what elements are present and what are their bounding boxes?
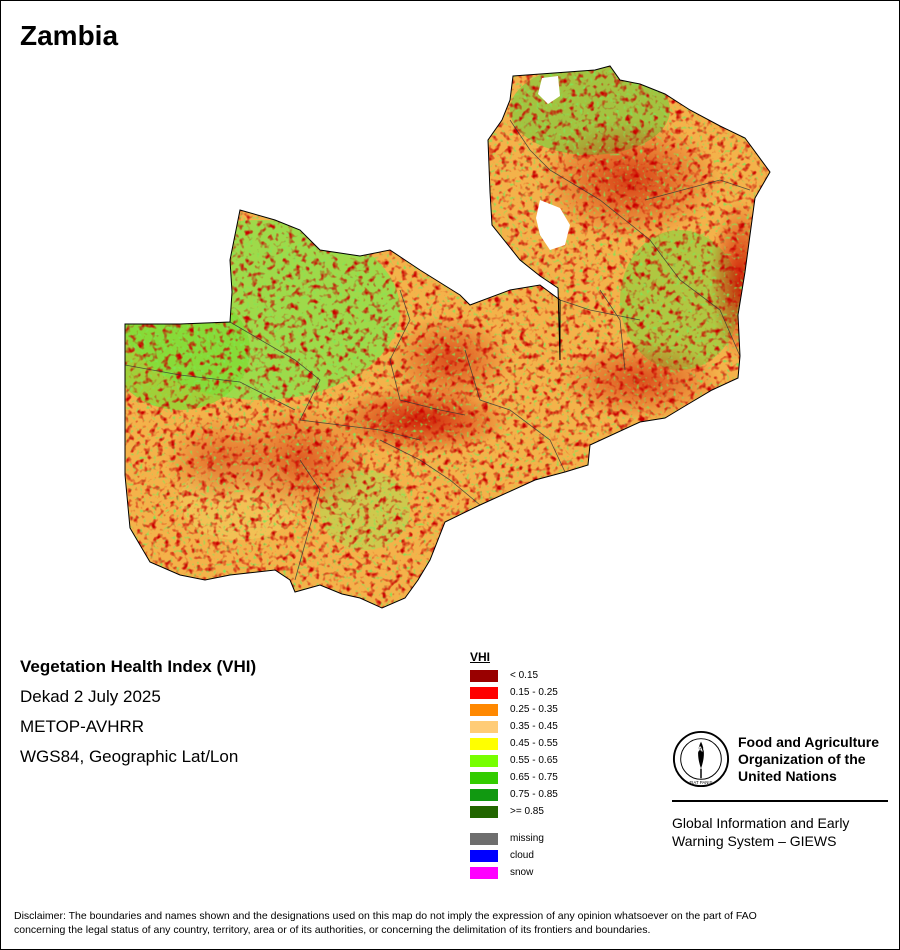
legend-special-swatch [470,849,498,862]
legend-class-label: 0.15 - 0.25 [510,687,558,698]
legend-class-label: < 0.15 [510,670,539,681]
legend-class-row: 0.15 - 0.25 [470,684,558,701]
disclaimer-line2: concerning the legal status of any count… [14,924,651,936]
legend-class-swatch [470,754,498,767]
fao-name: Food and Agriculture Organization of the… [738,734,879,785]
fao-branding: FAO FIAT PANIS Food and Agriculture Orga… [672,730,888,850]
fao-logo-icon: FAO FIAT PANIS [672,730,730,788]
disclaimer: Disclaimer: The boundaries and names sho… [14,909,889,937]
projection-label: WGS84, Geographic Lat/Lon [20,747,239,766]
map-title: Zambia [20,20,119,51]
vhi-raster [125,66,770,608]
sensor-label: METOP-AVHRR [20,717,145,736]
fao-name-line1: Food and Agriculture [738,733,880,750]
disclaimer-line1: Disclaimer: The boundaries and names sho… [14,910,757,922]
legend-class-row: 0.65 - 0.75 [470,769,558,786]
giews-line2: Warning System – GIEWS [672,833,837,849]
fao-divider [672,800,888,802]
legend-title: VHI [470,650,491,664]
legend-class-label: 0.25 - 0.35 [510,704,558,715]
legend-special-label: cloud [510,850,534,861]
legend-class-swatch [470,771,498,784]
legend-class-row: 0.25 - 0.35 [470,701,558,718]
legend-class-row: 0.75 - 0.85 [470,786,558,803]
legend-class-row: 0.55 - 0.65 [470,752,558,769]
legend-class-swatch [470,720,498,733]
legend-class-swatch [470,737,498,750]
period-label: Dekad 2 July 2025 [20,687,161,706]
legend-special-row: cloud [470,847,558,864]
legend-special: missing cloud snow [470,830,558,881]
legend-class-swatch [470,703,498,716]
legend-class-label: 0.45 - 0.55 [510,738,558,749]
fao-logo-text: FAO [693,744,709,753]
legend-class-row: >= 0.85 [470,803,558,820]
fao-logo-motto: FIAT PANIS [690,780,713,785]
map-info: Vegetation Health Index (VHI) Dekad 2 Ju… [20,656,256,776]
province-boundaries [124,119,751,581]
legend-class-swatch [470,669,498,682]
giews-line1: Global Information and Early [672,815,850,831]
legend-class-row: 0.45 - 0.55 [470,735,558,752]
legend-class-swatch [470,788,498,801]
legend-special-row: missing [470,830,558,847]
fao-name-line2: Organization of the [738,750,866,767]
legend-class-label: 0.65 - 0.75 [510,772,558,783]
legend-special-label: missing [510,833,544,844]
legend-class-swatch [470,805,498,818]
legend-class-swatch [470,686,498,699]
legend-class-label: 0.55 - 0.65 [510,755,558,766]
legend-class-row: < 0.15 [470,667,558,684]
vhi-map [120,60,790,620]
index-name: Vegetation Health Index (VHI) [20,657,257,676]
legend-class-row: 0.35 - 0.45 [470,718,558,735]
giews-label: Global Information and Early Warning Sys… [672,814,888,850]
legend-class-label: >= 0.85 [510,806,544,817]
legend-class-label: 0.35 - 0.45 [510,721,558,732]
legend: VHI < 0.15 0.15 - 0.25 0.25 - 0.35 0.35 - 0… [470,650,558,881]
fao-name-line3: United Nations [738,767,837,784]
legend-special-swatch [470,832,498,845]
legend-special-label: snow [510,867,534,878]
legend-special-swatch [470,866,498,879]
legend-classes: < 0.15 0.15 - 0.25 0.25 - 0.35 0.35 - 0.45 0… [470,667,558,820]
legend-class-label: 0.75 - 0.85 [510,789,558,800]
legend-special-row: snow [470,864,558,881]
